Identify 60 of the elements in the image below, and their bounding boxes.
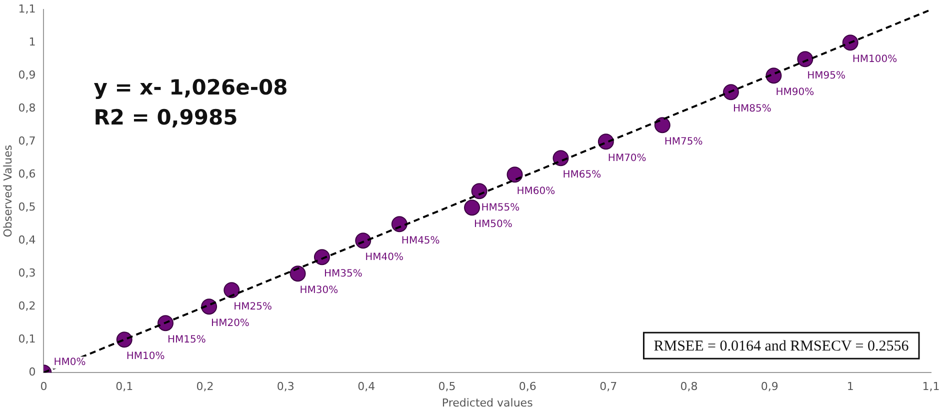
point xyxy=(506,166,523,183)
annotation: HM40% xyxy=(365,252,404,264)
y-tick-label: 0,3 xyxy=(18,266,36,280)
x-tick-label: 0,7 xyxy=(600,380,618,394)
annotation: HM85% xyxy=(732,104,772,115)
x-tick-label: 0,2 xyxy=(196,380,214,394)
y-axis-title: Observed Values xyxy=(1,144,14,238)
point xyxy=(157,315,174,332)
annotation: R2 = 0,9985 xyxy=(94,106,238,130)
y-tick-label: 0,2 xyxy=(18,299,36,312)
point xyxy=(654,117,670,134)
point xyxy=(314,249,330,266)
y-tick-label: 0,5 xyxy=(18,200,36,214)
x-tick-label: 0,1 xyxy=(116,380,134,394)
annotation: HM70% xyxy=(608,153,646,164)
annotation: HM20% xyxy=(211,318,250,330)
x-axis-title: Predicted values xyxy=(442,396,534,410)
annotation: y = x- 1,026e-08 xyxy=(94,76,288,100)
annotation: HM95% xyxy=(807,70,846,82)
y-tick-label: 0,6 xyxy=(18,167,36,180)
annotation: HM60% xyxy=(516,186,556,198)
y-tick-label: 0,1 xyxy=(18,332,36,346)
annotation: HM55% xyxy=(481,202,520,214)
annotation: HM10% xyxy=(126,351,165,362)
x-tick-label: 0,5 xyxy=(438,380,456,394)
x-tick-label: 0,4 xyxy=(358,380,376,394)
y-tick-label: 1,1 xyxy=(18,2,36,16)
x-tick-label: 1,1 xyxy=(922,380,940,394)
annotation: HM50% xyxy=(474,219,512,230)
annotation: HM15% xyxy=(167,334,206,346)
x-tick-label: 0,8 xyxy=(680,380,698,394)
annotation: HM90% xyxy=(776,87,814,98)
x-tick-label: 0,6 xyxy=(518,380,536,394)
point xyxy=(224,282,240,298)
annotation: HM65% xyxy=(562,170,602,181)
annotation: HM75% xyxy=(664,136,703,148)
point xyxy=(391,216,408,232)
annotation: HM30% xyxy=(300,285,338,296)
y-tick-label: 1 xyxy=(28,35,36,48)
y-tick-label: 0,8 xyxy=(18,101,36,114)
x-tick-label: 0 xyxy=(40,380,48,394)
point xyxy=(797,51,814,68)
annotation: HM45% xyxy=(401,236,440,247)
point xyxy=(464,200,480,216)
y-tick-label: 0,9 xyxy=(18,68,36,82)
point xyxy=(722,84,739,100)
y-tick-label: 0,4 xyxy=(18,233,36,246)
point xyxy=(842,34,858,51)
y-tick-label: 0,7 xyxy=(18,134,36,148)
x-tick-label: 0,3 xyxy=(276,380,294,394)
annotation: HM100% xyxy=(852,54,898,66)
y-tick-label: 0 xyxy=(28,365,36,378)
point xyxy=(471,183,488,200)
point xyxy=(290,266,306,282)
annotation: HM0% xyxy=(54,357,86,368)
x-tick-label: 1 xyxy=(846,380,854,394)
annotation: RMSEE = 0.0164 and RMSECV = 0.2556 xyxy=(654,338,910,355)
annotation: HM25% xyxy=(234,302,272,313)
annotation: HM35% xyxy=(324,268,362,280)
x-tick-label: 0,9 xyxy=(760,380,778,394)
